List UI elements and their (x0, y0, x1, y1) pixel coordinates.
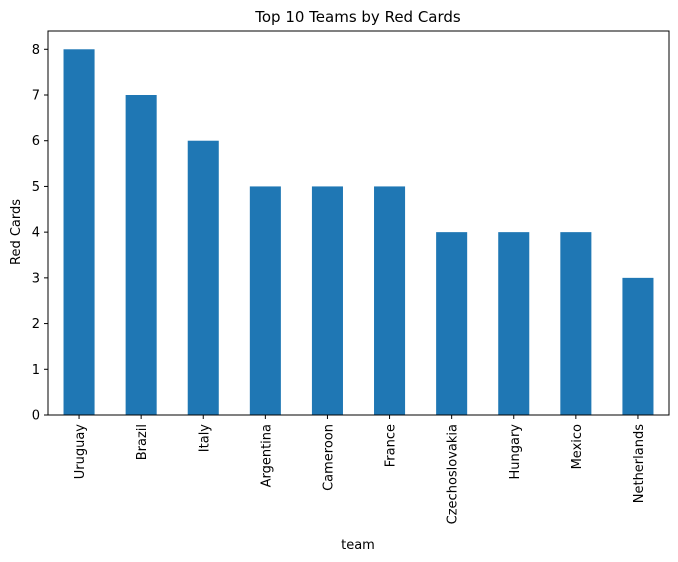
chart-title: Top 10 Teams by Red Cards (254, 8, 461, 26)
bar-france (374, 186, 406, 415)
bar-uruguay (63, 49, 95, 416)
bar-czechoslovakia (436, 232, 468, 415)
bars-group (63, 49, 654, 416)
y-tick-label: 1 (32, 363, 40, 378)
bar-argentina (249, 186, 281, 415)
y-tick-label: 3 (32, 271, 40, 286)
bar-italy (187, 140, 219, 415)
bar-hungary (498, 232, 530, 415)
x-tick-label: Hungary (508, 424, 523, 480)
x-tick-label: Brazil (135, 424, 150, 460)
y-tick-label: 6 (32, 134, 40, 149)
x-tick-label: Uruguay (73, 424, 88, 480)
x-tick-label: Mexico (570, 424, 585, 469)
y-tick-label: 5 (32, 180, 40, 195)
bar-netherlands (622, 277, 654, 415)
bar-mexico (560, 232, 592, 415)
y-tick-label: 7 (32, 89, 40, 104)
x-tick-label: Netherlands (632, 424, 647, 503)
x-tick-label: Cameroon (321, 424, 336, 491)
x-tick-label: Argentina (259, 424, 274, 487)
y-axis-label: Red Cards (9, 199, 24, 265)
y-tick-label: 8 (32, 43, 40, 58)
x-tick-label: France (384, 424, 399, 467)
y-tick-label: 2 (32, 317, 40, 332)
x-tick-label: Czechoslovakia (446, 424, 461, 524)
bar-brazil (125, 95, 157, 415)
y-tick-label: 4 (32, 226, 40, 241)
bar-cameroon (311, 186, 343, 415)
y-axis: 0 1 2 3 4 5 6 7 8 (32, 43, 48, 424)
x-tick-label: Italy (197, 424, 212, 453)
x-axis: Uruguay Brazil Italy Argentina Cameroon Franc… (73, 415, 647, 524)
x-axis-label: team (341, 538, 375, 553)
y-tick-label: 0 (32, 409, 40, 424)
plot-frame (47, 30, 670, 416)
